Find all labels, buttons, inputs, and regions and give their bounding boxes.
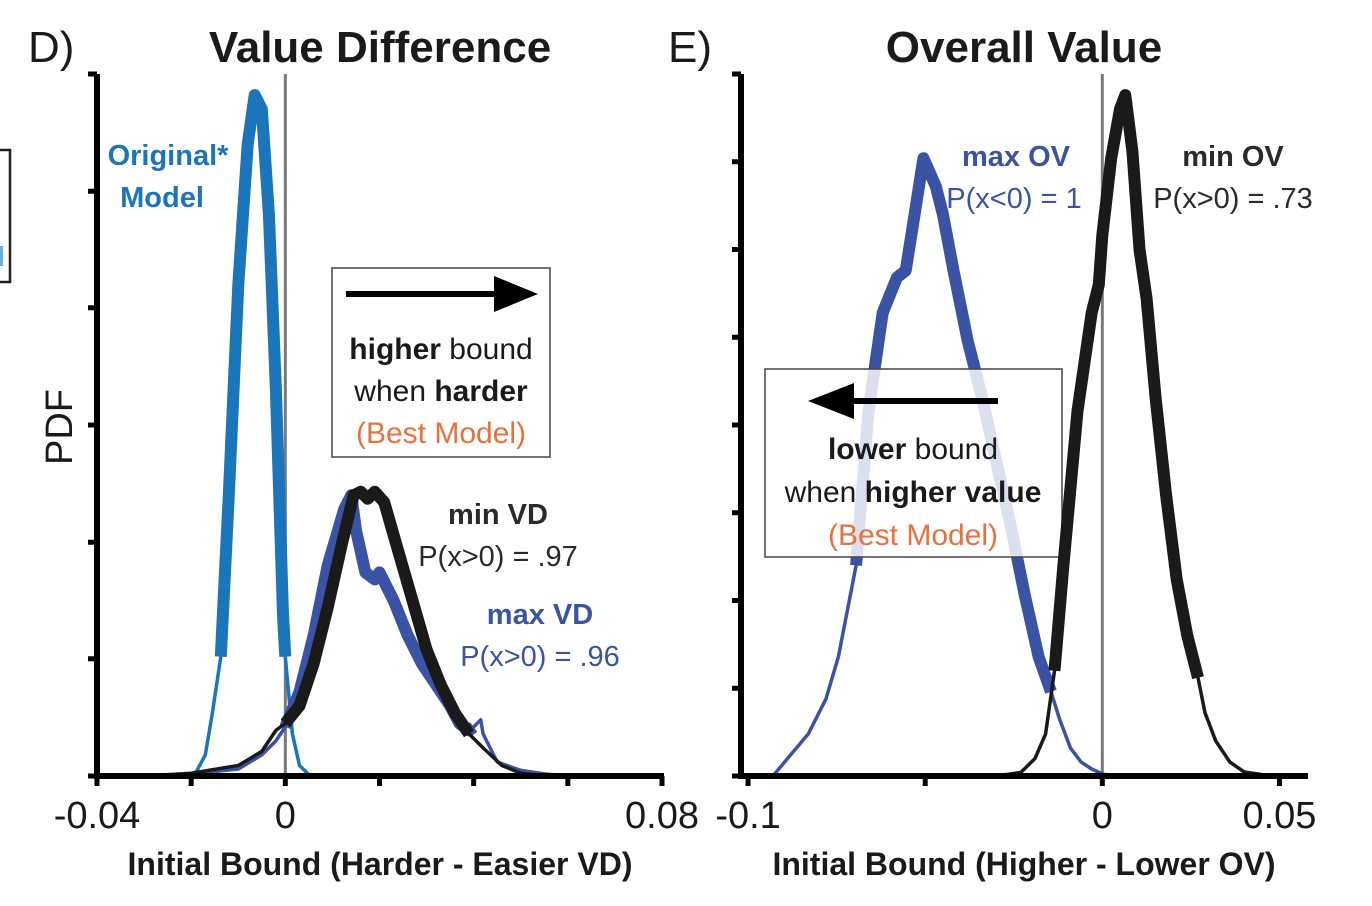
- series-ci-min-ov: [1048, 89, 1204, 680]
- x-tick-label: -0.1: [715, 795, 780, 837]
- series-ci-min-vd: [280, 485, 474, 738]
- callout-e-line1: lower bound: [828, 433, 998, 466]
- x-tick-label: 0.08: [625, 795, 699, 837]
- x-tick-label: -0.04: [54, 795, 141, 837]
- cropped-legend-frame: [0, 148, 12, 284]
- annotation-max-ov-stat: P(x<0) = 1: [946, 183, 1081, 215]
- chart-title-e: Overall Value: [886, 23, 1162, 72]
- callout-e-line3: (Best Model): [828, 519, 998, 552]
- cropped-legend-swatch: [0, 246, 3, 266]
- callout-d-line2: when harder: [353, 375, 528, 408]
- x-axis-label-e: Initial Bound (Higher - Lower OV): [772, 846, 1275, 882]
- x-tick-label: 0.05: [1242, 795, 1316, 837]
- panel-label-e: E): [668, 23, 712, 72]
- callout-box-e: lower bound when higher value (Best Mode…: [764, 368, 1063, 558]
- callout-e-line2: when higher value: [784, 476, 1042, 509]
- chart-title-d: Value Difference: [209, 23, 551, 72]
- x-tick-label: 0: [275, 795, 296, 837]
- callout-d-line1: higher bound: [349, 333, 532, 366]
- annotation-min-vd-stat: P(x>0) = .97: [418, 541, 578, 573]
- panel-label-d: D): [28, 23, 74, 72]
- arrow-left-icon: [808, 383, 854, 419]
- annotation-min-ov-stat: P(x>0) = .73: [1153, 183, 1313, 215]
- callout-box-d: higher bound when harder (Best Model): [331, 267, 551, 458]
- series-ci-original-model: [214, 89, 292, 658]
- x-tick-label: 0: [1092, 795, 1113, 837]
- annotation-max-ov-title: max OV: [962, 141, 1071, 173]
- x-axis-label-d: Initial Bound (Harder - Easier VD): [128, 846, 633, 882]
- panel-d: D) Value Difference PDF Initial Bound (H…: [28, 23, 699, 882]
- annotation-original-line2: Model: [120, 182, 204, 214]
- y-axis-label-d: PDF: [39, 389, 81, 465]
- annotation-original-line1: Original*: [108, 140, 230, 172]
- annotation-max-vd-stat: P(x>0) = .96: [460, 641, 620, 673]
- annotation-max-vd-title: max VD: [487, 599, 593, 631]
- annotation-min-ov-title: min OV: [1182, 141, 1284, 173]
- annotation-min-vd-title: min VD: [448, 499, 548, 531]
- arrow-right-icon: [494, 276, 538, 312]
- callout-d-line3: (Best Model): [356, 417, 526, 450]
- panel-e: E) Overall Value Initial Bound (Higher -…: [668, 23, 1316, 882]
